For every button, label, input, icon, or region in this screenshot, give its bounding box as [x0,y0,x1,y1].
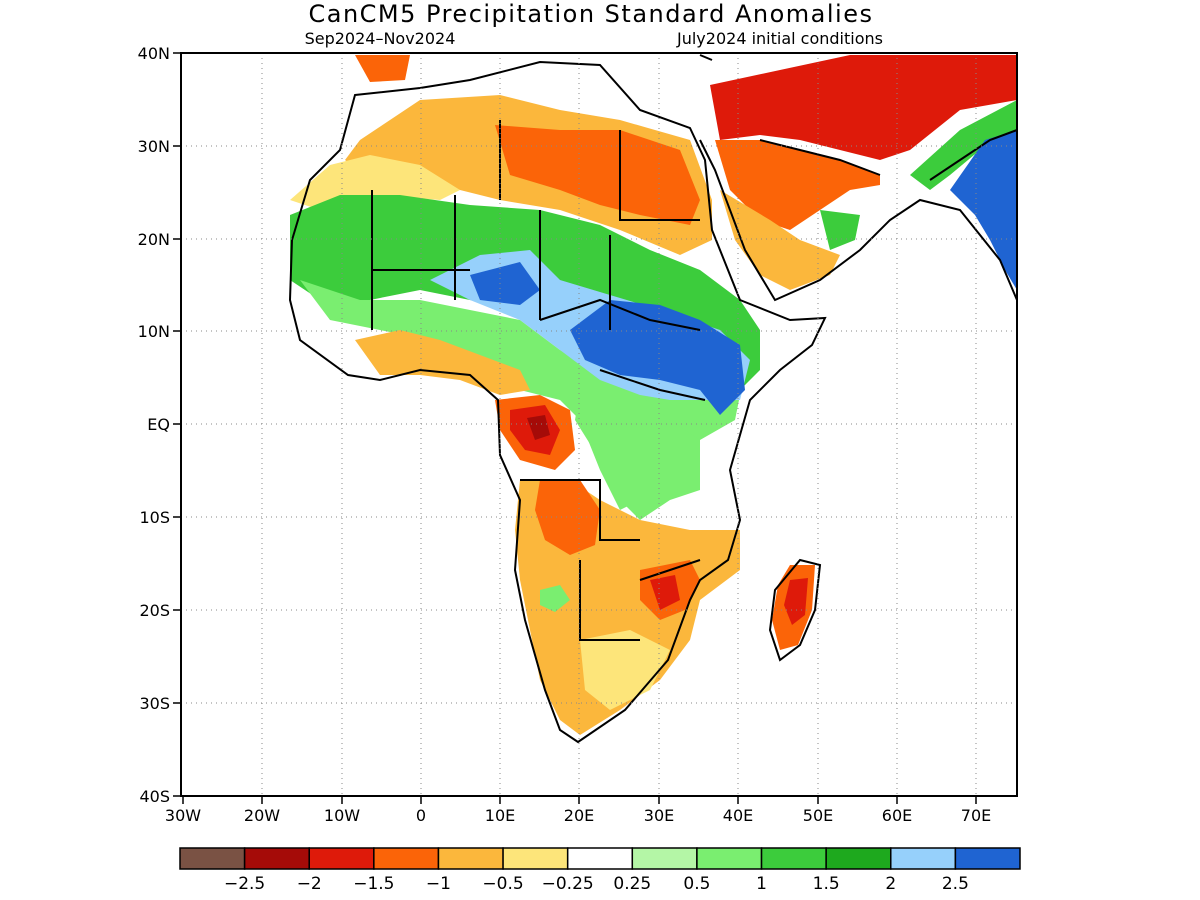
lon-label: 10W [324,806,360,825]
wet-oman [820,210,860,250]
legend-color-box [890,847,957,870]
lon-label: 70E [961,806,991,825]
strong-dry-arabia [715,140,880,230]
legend-value-label: −1 [426,874,451,894]
map-subtitle-period: Sep2024–Nov2024 [305,29,456,48]
legend-value-label: 2.5 [942,874,969,894]
legend-value-label: 1 [756,874,767,894]
legend-color-box [825,847,892,870]
moderate-dry-arabia-south [720,190,840,290]
legend-color-box [437,847,504,870]
color-legend: −2.5 −2 −1.5 −1 −0.5 −0.25 0.25 0.5 1 1.5 2 2.5 [179,847,1021,894]
latitude-labels: 40N 30N 20N 10N EQ 10S 20S 30S 40S [138,44,170,806]
legend-value-labels: −2.5 −2 −1.5 −1 −0.5 −0.25 0.25 0.5 1 1.5 2 2.5 [224,874,969,894]
lon-label: 30E [644,806,674,825]
map-plot-area [288,54,1017,744]
legend-color-box [243,847,310,870]
wet-patch-namibia [540,585,570,612]
lat-label: 40N [138,44,170,63]
axis-ticks [173,52,977,804]
lat-label: EQ [147,415,170,434]
legend-value-label: 0.25 [613,874,651,894]
lat-label: 10N [138,322,170,341]
legend-value-label: −0.5 [482,874,523,894]
lat-label: 40S [139,787,170,806]
legend-color-boxes [179,847,1021,870]
extreme-wet-sudan-ethiopia [470,262,540,305]
legend-value-label: −1.5 [353,874,394,894]
legend-value-label: 1.5 [813,874,840,894]
legend-color-box [566,847,634,870]
strong-dry-libya-egypt [495,125,700,225]
lon-label: 20W [244,806,280,825]
strong-dry-angola [535,480,600,555]
legend-color-box [502,847,569,870]
lon-label: 10E [485,806,515,825]
lon-label: 40E [723,806,753,825]
very-dry-zimbabwe-core [650,575,680,610]
dry-middle-east [710,55,1017,160]
lon-label: 20E [564,806,594,825]
very-dry-madagascar-core [784,578,808,625]
legend-color-box [179,847,246,870]
lat-label: 20S [139,601,170,620]
legend-value-label: −2 [297,874,322,894]
lon-label: 60E [882,806,912,825]
longitude-labels: 30W 20W 10W 0 10E 20E 30E 40E 50E 60E 70… [165,806,991,825]
legend-value-label: 2 [885,874,896,894]
coastlines-and-borders [288,54,1017,744]
legend-color-box [373,847,440,870]
lon-label: 50E [803,806,833,825]
lon-label: 0 [416,806,426,825]
dry-northwest-coast [355,55,410,82]
legend-value-label: −0.25 [542,874,594,894]
legend-color-box [954,847,1021,870]
legend-color-box [308,847,375,870]
wet-central-africa [575,390,700,520]
dry-gulf-of-guinea [355,330,530,395]
legend-color-box [696,847,763,870]
map-subtitle-initial-conditions: July2024 initial conditions [676,29,883,48]
legend-color-box [631,847,698,870]
extreme-dry-congo-center [527,415,550,440]
legend-value-label: −2.5 [224,874,265,894]
lat-label: 30N [138,137,170,156]
extreme-wet-south-sudan [570,300,745,415]
map-title: CanCM5 Precipitation Standard Anomalies [309,0,874,28]
legend-value-label: 0.5 [683,874,710,894]
lat-label: 10S [139,508,170,527]
extreme-wet-india [950,130,1017,290]
moderate-dry-northwest [290,155,460,210]
lat-label: 30S [139,694,170,713]
legend-color-box [760,847,827,870]
moderate-dry-south-africa [580,630,670,710]
lon-label: 30W [165,806,201,825]
wet-pakistan-band [910,100,1017,190]
lat-label: 20N [138,230,170,249]
